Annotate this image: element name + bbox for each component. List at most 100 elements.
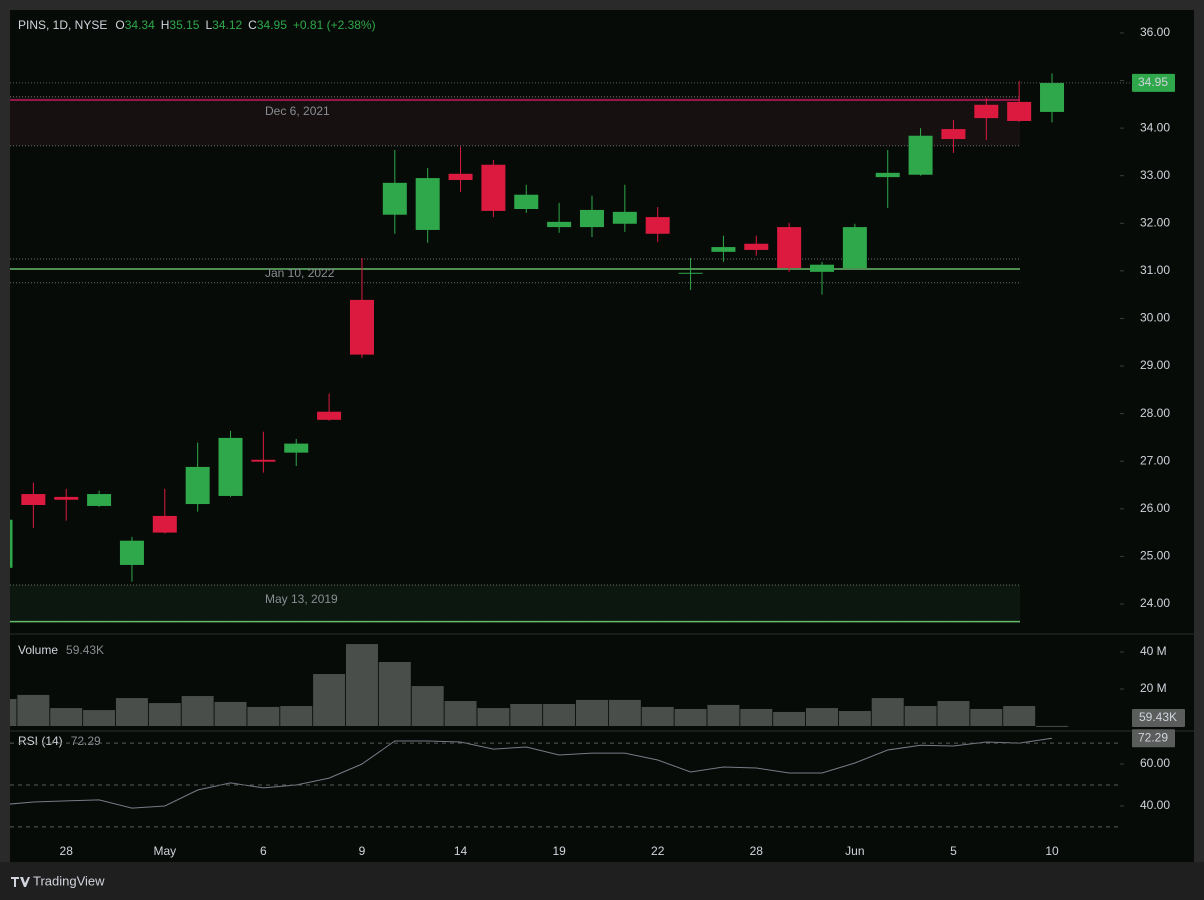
volume-tag xyxy=(1132,709,1185,727)
volume-tag-label: 59.43K xyxy=(1139,710,1177,724)
l-value: 34.12 xyxy=(212,18,242,32)
candle-body xyxy=(777,227,802,269)
candle-body xyxy=(152,515,177,533)
candle-body xyxy=(579,209,604,228)
y-tick-label: 31.00 xyxy=(1140,263,1170,277)
footer-bar xyxy=(0,862,1204,900)
volume-bar xyxy=(543,703,576,726)
candle-body xyxy=(711,247,736,252)
x-tick-label: 14 xyxy=(454,844,468,858)
candle-body xyxy=(514,194,539,210)
volume-bar xyxy=(345,644,378,726)
volume-bar xyxy=(280,706,313,726)
y-tick-label: 25.00 xyxy=(1140,549,1170,563)
volume-bar xyxy=(247,706,280,726)
candle-body xyxy=(317,411,342,420)
candle-body xyxy=(810,264,834,272)
l-label: L xyxy=(205,18,212,32)
level-label: Dec 6, 2021 xyxy=(265,104,330,118)
x-tick-label: 19 xyxy=(552,844,566,858)
level-zone xyxy=(10,584,1020,622)
price-tag xyxy=(1132,73,1175,92)
y-tick-label: 36.00 xyxy=(1140,25,1170,39)
volume-bar xyxy=(10,698,17,726)
y-tick-label: 32.00 xyxy=(1140,215,1170,229)
o-label: O xyxy=(115,18,124,32)
volume-bar xyxy=(148,703,181,726)
volume-bar xyxy=(378,662,411,726)
rsi-tag-label: 72.29 xyxy=(1138,730,1168,744)
volume-bar xyxy=(838,711,871,726)
candle-body xyxy=(744,243,769,250)
y-tick-label: 28.00 xyxy=(1140,406,1170,420)
volume-bar xyxy=(115,698,148,726)
volume-bar xyxy=(17,694,50,726)
volume-bar xyxy=(1036,725,1069,727)
y-tick-label: 27.00 xyxy=(1140,453,1170,467)
candle-body xyxy=(218,437,243,496)
candle-body xyxy=(119,540,144,565)
candle-body xyxy=(875,172,900,178)
level-zone xyxy=(10,96,1020,146)
y-tick-label: 20 M xyxy=(1140,681,1167,695)
candle-body xyxy=(349,299,374,355)
candle-body xyxy=(547,221,572,228)
volume-bar xyxy=(740,708,773,726)
candle-body xyxy=(842,227,867,269)
brand-logo xyxy=(11,877,30,887)
volume-bar xyxy=(313,674,346,726)
candle-body xyxy=(10,519,13,568)
candle-body xyxy=(908,135,933,175)
x-tick-label: 5 xyxy=(950,844,957,858)
price-tag-label: 34.95 xyxy=(1138,75,1168,89)
y-tick-label: 33.00 xyxy=(1140,168,1170,182)
x-tick-label: 28 xyxy=(750,844,764,858)
level-label: Jan 10, 2022 xyxy=(265,266,335,280)
y-tick-label: 34.00 xyxy=(1140,120,1170,134)
candle-body xyxy=(481,164,506,211)
volume-bar xyxy=(83,710,116,726)
candle-body xyxy=(678,272,703,274)
candle-body xyxy=(415,178,440,230)
rsi-title: RSI (14) xyxy=(18,734,63,748)
volume-bar xyxy=(871,698,904,726)
volume-bar xyxy=(214,701,247,726)
volume-bar xyxy=(510,703,543,726)
candle-body xyxy=(284,443,309,453)
y-tick-label: 40.00 xyxy=(1140,798,1170,812)
volume-bar xyxy=(477,708,510,726)
x-tick-label: 6 xyxy=(260,844,267,858)
y-tick-label: 29.00 xyxy=(1140,358,1170,372)
c-label: C xyxy=(248,18,257,32)
volume-bar xyxy=(674,708,707,726)
y-tick-label: 60.00 xyxy=(1140,756,1170,770)
candle-body xyxy=(251,459,276,462)
candle-body xyxy=(974,104,999,119)
rsi-line xyxy=(10,737,1053,809)
rsi-tag xyxy=(1132,729,1175,748)
x-tick-label: 28 xyxy=(60,844,74,858)
volume-bar xyxy=(181,696,214,726)
volume-bar xyxy=(608,699,641,726)
candle-body xyxy=(612,211,637,224)
o-value: 34.34 xyxy=(125,18,155,32)
volume-bar xyxy=(937,701,970,726)
volume-bar xyxy=(707,704,740,726)
candle-body xyxy=(54,496,79,500)
c-value: 34.95 xyxy=(257,18,287,32)
volume-bar xyxy=(50,708,83,726)
candle-body xyxy=(87,494,112,506)
x-tick-label: 10 xyxy=(1045,844,1059,858)
volume-bar xyxy=(411,686,444,726)
volume-bar xyxy=(970,708,1003,726)
legend-header: PINS, 1D, NYSE O34.34 H35.15 L34.12 C34.95 +0… xyxy=(18,18,376,32)
y-tick-label: 24.00 xyxy=(1140,596,1170,610)
candle-body xyxy=(382,182,407,215)
x-tick-label: May xyxy=(153,844,176,858)
candle-body xyxy=(645,217,670,234)
h-label: H xyxy=(161,18,170,32)
volume-bar xyxy=(575,699,608,726)
volume-bar xyxy=(641,706,674,726)
candle-body xyxy=(941,129,966,140)
